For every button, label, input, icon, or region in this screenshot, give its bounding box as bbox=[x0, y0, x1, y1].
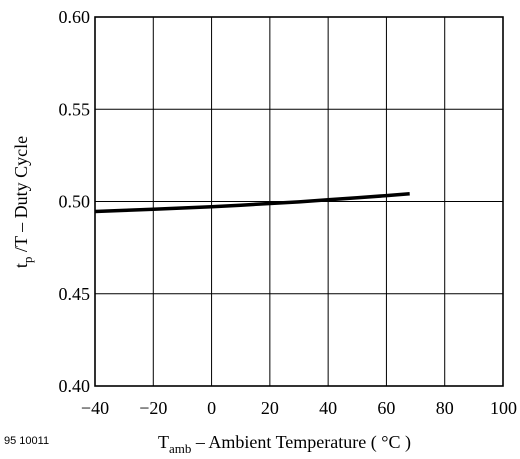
y-axis-title: tp /T – Duty Cycle bbox=[11, 136, 35, 268]
y-tick-labels: 0.40 0.45 0.50 0.55 0.60 bbox=[59, 7, 91, 396]
series-line-duty-cycle bbox=[94, 192, 410, 214]
plot-frame bbox=[94, 16, 504, 387]
y-tick-label: 0.45 bbox=[59, 284, 91, 304]
x-tick-label: 0 bbox=[207, 398, 216, 418]
x-tick-label: −20 bbox=[139, 398, 167, 418]
x-axis-title-main: T bbox=[158, 432, 169, 452]
x-tick-label: −40 bbox=[81, 398, 109, 418]
x-axis-title-rest: – Ambient Temperature ( °C ) bbox=[191, 432, 411, 453]
y-axis-title-rest: /T – Duty Cycle bbox=[11, 136, 31, 257]
x-tick-labels: −40 −20 0 20 40 60 80 100 bbox=[81, 398, 517, 418]
x-tick-label: 20 bbox=[261, 398, 279, 418]
figure-id: 95 10011 bbox=[4, 435, 49, 447]
x-tick-label: 40 bbox=[319, 398, 337, 418]
y-tick-label: 0.50 bbox=[59, 192, 91, 212]
x-tick-label: 60 bbox=[377, 398, 395, 418]
y-tick-label: 0.60 bbox=[59, 7, 91, 27]
x-axis-title-subscript: amb bbox=[169, 441, 191, 456]
y-tick-label: 0.55 bbox=[59, 99, 91, 119]
y-tick-label: 0.40 bbox=[59, 376, 91, 396]
y-axis-title-subscript: p bbox=[20, 257, 35, 264]
x-tick-label: 80 bbox=[436, 398, 454, 418]
grid-lines bbox=[95, 17, 503, 386]
y-axis-title-main: t bbox=[11, 263, 31, 268]
x-axis-title: Tamb – Ambient Temperature ( °C ) bbox=[158, 432, 411, 456]
x-tick-label: 100 bbox=[490, 398, 517, 418]
